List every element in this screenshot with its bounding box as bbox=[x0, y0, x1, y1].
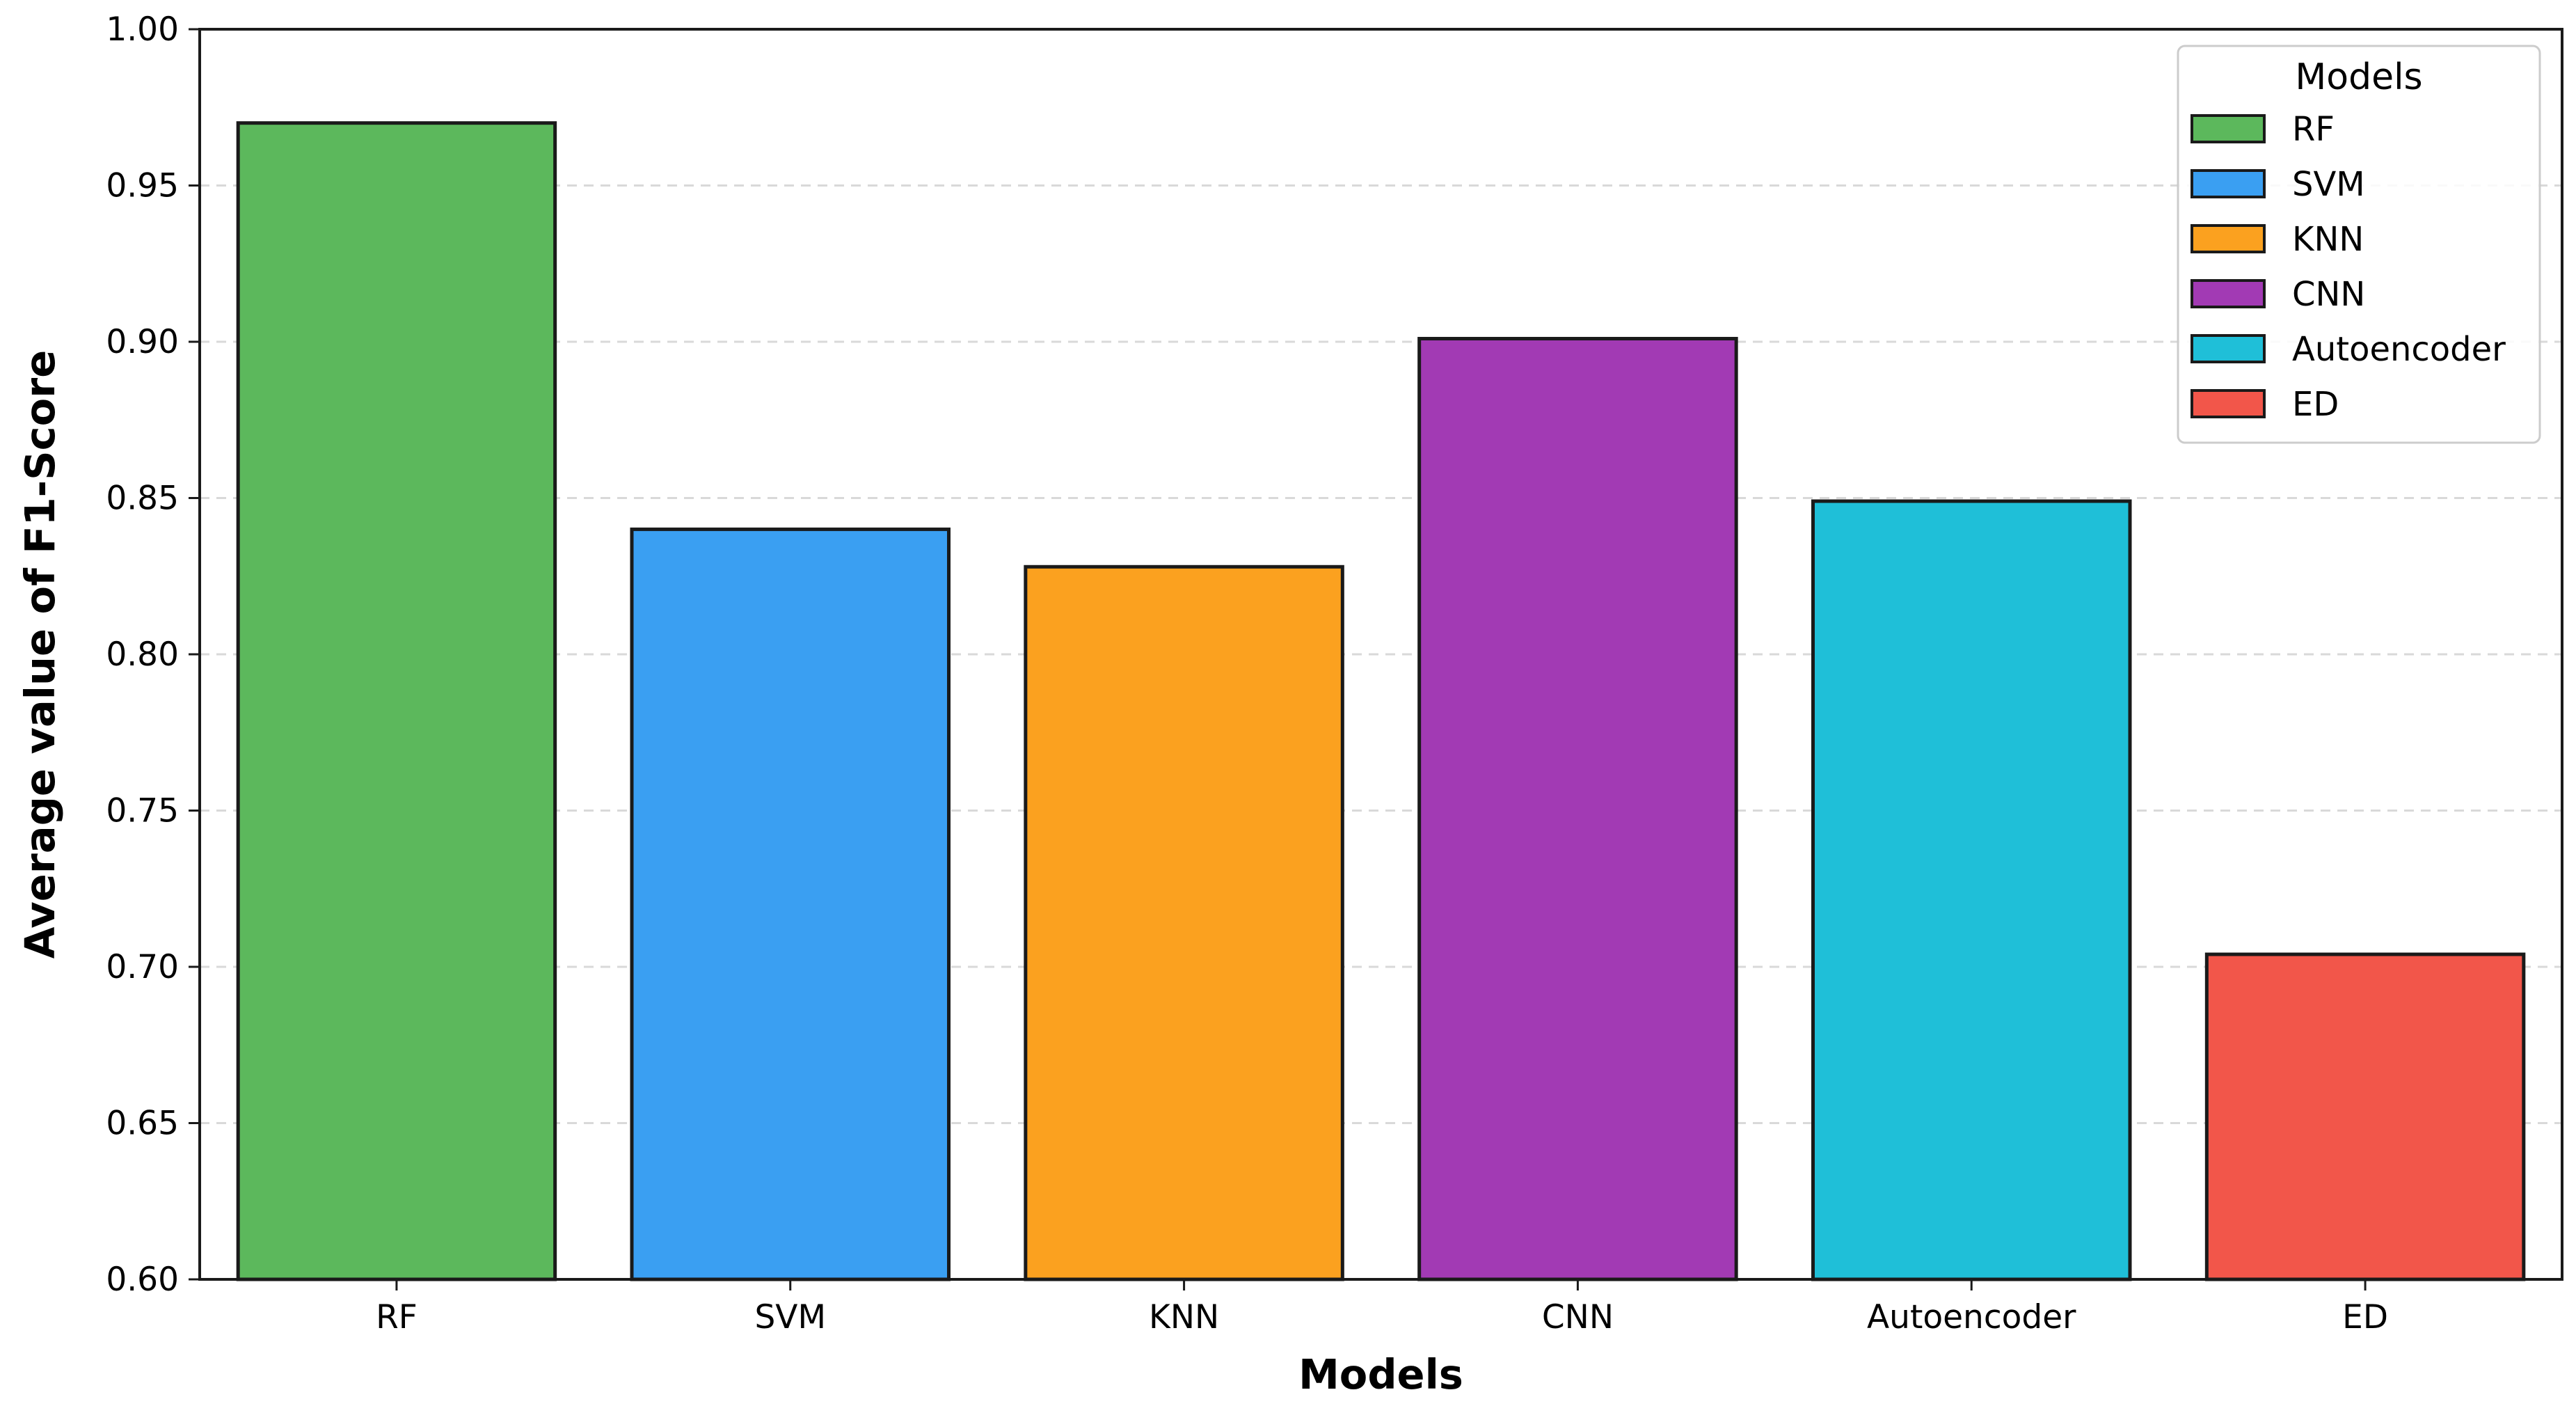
x-tick-label: RF bbox=[376, 1298, 418, 1336]
legend-box bbox=[2177, 45, 2541, 444]
legend-label: SVM bbox=[2292, 165, 2365, 204]
x-tick-label: ED bbox=[2342, 1298, 2388, 1336]
grid-layer bbox=[200, 184, 2562, 1124]
legend-label: ED bbox=[2292, 385, 2339, 424]
legend-label: RF bbox=[2292, 110, 2335, 149]
legend-entries: RF SVM KNN CNN Autoencoder ED bbox=[2191, 110, 2506, 424]
legend-swatch bbox=[2191, 334, 2266, 363]
y-tick-label: 0.85 bbox=[106, 480, 179, 518]
y-tick-label: 0.65 bbox=[106, 1105, 179, 1143]
bar-rf bbox=[236, 121, 557, 1281]
y-tick-label: 0.75 bbox=[106, 792, 179, 830]
bars-layer bbox=[236, 121, 2526, 1281]
legend-swatch bbox=[2191, 279, 2266, 308]
legend-label: KNN bbox=[2292, 220, 2364, 259]
y-tick-label: 0.60 bbox=[106, 1261, 179, 1299]
y-axis: 0.60 0.65 0.70 0.75 0.80 0.85 0.90 0.95 1.00 bbox=[106, 10, 200, 1299]
bar-svm bbox=[630, 527, 951, 1281]
x-axis: RF SVM KNN CNN Autoencoder ED bbox=[376, 1279, 2388, 1336]
bar-autoencoder bbox=[1811, 499, 2132, 1281]
x-axis-title: Models bbox=[1298, 1350, 1463, 1398]
bar-ed bbox=[2204, 952, 2526, 1281]
bar-knn bbox=[1024, 565, 1344, 1281]
y-tick-label: 1.00 bbox=[106, 10, 179, 49]
y-tick-label: 0.95 bbox=[106, 167, 179, 205]
legend-label: CNN bbox=[2292, 275, 2365, 314]
bar-cnn bbox=[1417, 337, 1738, 1281]
x-tick-label: Autoencoder bbox=[1867, 1298, 2076, 1336]
x-tick-label: SVM bbox=[754, 1298, 826, 1336]
legend-swatch bbox=[2191, 389, 2266, 418]
x-tick-label: CNN bbox=[1542, 1298, 1614, 1336]
y-tick-label: 0.70 bbox=[106, 948, 179, 986]
y-tick-label: 0.90 bbox=[106, 323, 179, 361]
legend-swatch bbox=[2191, 224, 2266, 253]
legend: Models RF SVM KNN CNN Autoencoder ED bbox=[2177, 45, 2541, 444]
y-axis-title: Average value of F1-Score bbox=[16, 350, 64, 959]
legend-title: Models bbox=[2295, 56, 2422, 98]
legend-label: Autoencoder bbox=[2292, 330, 2506, 369]
legend-swatch bbox=[2191, 114, 2266, 143]
x-tick-label: KNN bbox=[1149, 1298, 1219, 1336]
y-tick-label: 0.80 bbox=[106, 636, 179, 674]
legend-swatch bbox=[2191, 169, 2266, 198]
